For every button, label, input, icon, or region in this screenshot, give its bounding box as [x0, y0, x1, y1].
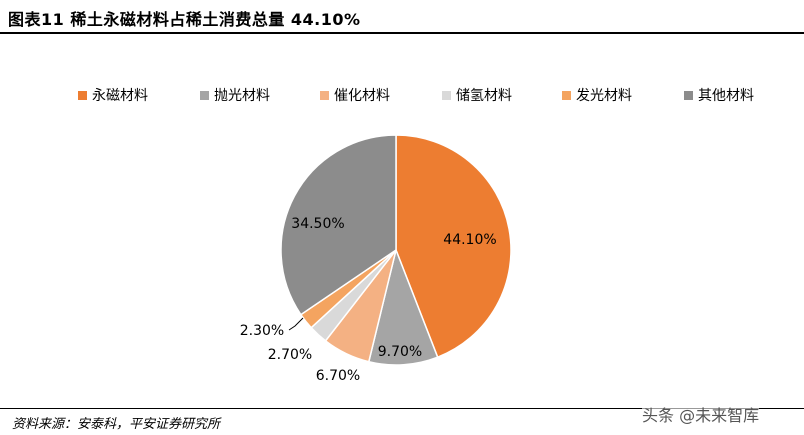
chart-legend: 永磁材料 抛光材料 催化材料 储氢材料 发光材料 其他材料: [0, 84, 804, 108]
legend-label-5: 其他材料: [698, 88, 754, 104]
source-note: 资料来源：安泰科，平安证券研究所: [12, 417, 221, 432]
legend-swatch-4: [562, 90, 571, 100]
legend-label-1: 抛光材料: [214, 88, 270, 104]
data-label-0: 44.10%: [443, 232, 496, 248]
data-label-2: 6.70%: [316, 368, 360, 384]
pie-slice-0: [395, 134, 512, 359]
legend-label-4: 发光材料: [576, 88, 632, 104]
data-labels: 44.10% 9.70% 6.70%2.70% 2.30% 34.50%: [240, 216, 497, 384]
title-divider: [0, 32, 804, 34]
chart-title: 图表11 稀土永磁材料占稀土消费总量 44.10%: [8, 10, 361, 29]
data-label-5: 34.50%: [291, 216, 344, 232]
legend-item-5: 其他材料: [684, 84, 754, 106]
legend-swatch-3: [442, 90, 451, 100]
legend-item-3: 储氢材料: [442, 84, 512, 106]
legend-swatch-2: [320, 90, 329, 100]
data-label-3: 2.70%: [268, 347, 312, 363]
data-label-1: 9.70%: [378, 344, 422, 360]
legend-item-0: 永磁材料: [78, 84, 148, 106]
pie-slices: [280, 134, 512, 366]
pie-slice-5: [280, 134, 397, 316]
source-divider: [0, 408, 804, 409]
legend-swatch-5: [684, 90, 693, 100]
legend-label-3: 储氢材料: [456, 88, 512, 104]
data-label-4: 2.30%: [240, 323, 284, 339]
leader-line-4: [288, 317, 304, 331]
leader-lines: [288, 317, 304, 331]
title-bar: 图表11 稀土永磁材料占稀土消费总量 44.10%: [0, 0, 804, 34]
legend-label-0: 永磁材料: [92, 88, 148, 104]
legend-swatch-1: [200, 90, 209, 100]
legend-item-1: 抛光材料: [200, 84, 270, 106]
legend-item-2: 催化材料: [320, 84, 390, 106]
watermark: 头条 @未来智库: [642, 402, 760, 426]
legend-item-4: 发光材料: [562, 84, 632, 106]
legend-swatch-0: [78, 90, 87, 100]
legend-label-2: 催化材料: [334, 88, 390, 104]
